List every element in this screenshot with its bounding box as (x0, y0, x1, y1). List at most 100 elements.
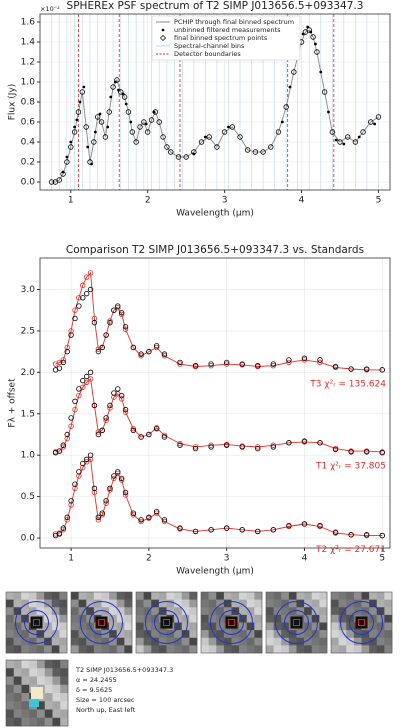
data-point (317, 357, 323, 363)
annotation: T3 χ²ᵣ = 135.624 (309, 379, 386, 389)
data-point (76, 386, 82, 392)
data-point (314, 49, 320, 55)
cutout-pixel (166, 592, 175, 600)
plot-frame (39, 257, 391, 549)
data-point (73, 125, 77, 129)
cutout-pixel (6, 693, 15, 702)
cutout-pixel (288, 645, 297, 654)
cutout-pixel (151, 599, 160, 608)
cutout-frame (265, 591, 328, 654)
cutout-pixel (353, 592, 362, 600)
cutout-pixel (124, 599, 133, 608)
cutout-pixel (44, 645, 53, 654)
cutout-core (95, 616, 108, 629)
cutout-pixel (254, 637, 263, 646)
cutout-caption: α = 24.2455 (76, 676, 117, 684)
cutout-pixel (346, 599, 355, 608)
cutout-pixel (384, 599, 393, 608)
chart-title: SPHEREx PSF spectrum of T2 SIMP J013656.… (67, 0, 364, 12)
data-point (227, 125, 230, 129)
data-point (56, 365, 63, 371)
cutout-pixel (6, 717, 15, 727)
cutout-pixel (52, 709, 61, 719)
data-point (306, 27, 312, 33)
data-point (72, 406, 78, 413)
cutout-pixel (60, 717, 69, 727)
cutout-pixel (151, 592, 160, 600)
cutout-core (160, 616, 173, 629)
cutout-pixel (13, 676, 22, 686)
data-point (332, 363, 339, 370)
cutout-pixel (353, 645, 362, 654)
data-point (270, 363, 277, 369)
data-point (153, 508, 160, 515)
cutout-pixel (136, 599, 144, 608)
cutout-pixel (109, 630, 118, 639)
y-tick-label: 2.0 (21, 368, 36, 378)
cutout-pixel (201, 607, 209, 616)
cutout-pixel (216, 599, 225, 608)
cutout-pixel (281, 592, 290, 600)
cutout-pixel (216, 592, 225, 600)
cutout-pixel (60, 684, 69, 694)
data-point (68, 423, 74, 429)
data-point (121, 94, 128, 100)
cutout-pixel (369, 599, 378, 608)
data-point (52, 531, 59, 537)
data-point (83, 373, 90, 380)
cutout-pixel (331, 630, 339, 639)
cutout-pixel (361, 645, 370, 654)
data-point (118, 475, 125, 482)
data-point (208, 444, 214, 450)
cutout-pixel (189, 637, 198, 646)
cutout-pixel (13, 684, 22, 694)
cutout-pixel (124, 645, 133, 654)
y-tick-label: 1.5 (21, 409, 35, 419)
cutout-pixel (158, 637, 167, 646)
data-point (68, 498, 74, 504)
data-point (94, 114, 101, 120)
data-point (65, 155, 69, 159)
data-point (130, 510, 137, 516)
data-point (223, 525, 230, 531)
cutout-pixel (273, 614, 282, 623)
cutout-pixel (208, 607, 217, 616)
data-point (91, 139, 97, 145)
cutout-pixel (13, 668, 22, 677)
cutout-pixel (181, 607, 190, 616)
cutout-pixel (6, 630, 14, 639)
cutout-pixel (319, 637, 328, 646)
data-point (91, 315, 98, 322)
data-point (177, 440, 183, 447)
data-point (357, 135, 361, 139)
legend-swatch (161, 28, 165, 32)
data-point (363, 449, 370, 455)
cutout-pixel (59, 622, 68, 631)
data-point (83, 290, 90, 297)
cutout-pixel (311, 630, 320, 639)
data-point (103, 332, 109, 338)
cutout-pixel (101, 599, 110, 608)
data-point (301, 438, 308, 444)
cutout-pixel (189, 614, 198, 623)
data-point (317, 440, 323, 446)
data-point (72, 307, 78, 313)
data-point (319, 70, 323, 74)
cutout-pixel (281, 630, 290, 639)
cutout-pixel (52, 717, 61, 727)
data-point (99, 344, 105, 351)
data-point (68, 332, 74, 338)
data-point (72, 315, 78, 322)
cutout-pixel (346, 592, 355, 600)
cutout-pixel (254, 630, 263, 639)
data-point (348, 532, 354, 538)
data-point (103, 415, 109, 421)
cutout-pixel (71, 614, 79, 623)
data-point (360, 129, 366, 135)
cutout-pixel (384, 622, 393, 631)
data-point (122, 492, 129, 498)
data-point (107, 405, 113, 411)
data-point (161, 353, 168, 359)
data-point (223, 442, 230, 448)
